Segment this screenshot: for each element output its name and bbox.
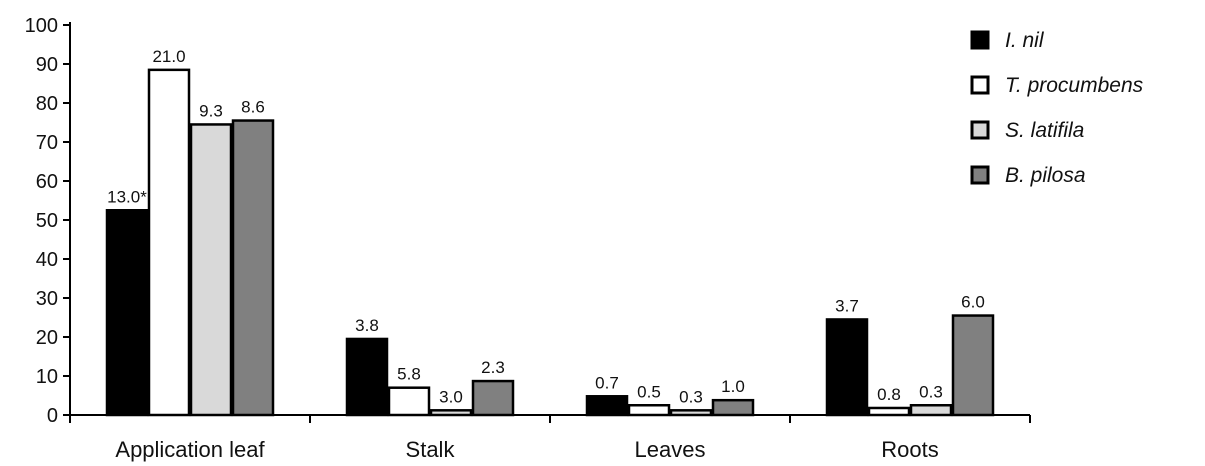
bar-data-label: 5.8	[397, 365, 421, 384]
bar	[825, 318, 869, 417]
bar-data-label: 13.0*	[107, 187, 147, 206]
legend-swatch	[970, 30, 990, 50]
legend-label: T. procumbens	[1005, 74, 1144, 97]
bar	[345, 337, 389, 417]
y-tick-label: 60	[36, 171, 58, 193]
legend-label: S. latifila	[1005, 119, 1084, 142]
bar-data-label: 0.7	[595, 373, 619, 392]
legend-swatch	[970, 165, 990, 185]
x-category-label: Application leaf	[115, 437, 265, 462]
bar-data-label: 0.3	[919, 382, 943, 401]
bar	[147, 68, 191, 417]
bar	[711, 398, 755, 417]
y-tick-label: 40	[36, 249, 58, 271]
y-tick-label: 30	[36, 288, 58, 310]
y-tick-label: 10	[36, 366, 58, 388]
bar	[669, 409, 713, 417]
y-tick-label: 80	[36, 93, 58, 115]
bar-data-label: 6.0	[961, 293, 985, 312]
y-tick-label: 0	[47, 405, 58, 427]
x-category-label: Stalk	[406, 437, 456, 462]
y-tick-label: 100	[25, 15, 58, 37]
bar-data-label: 3.8	[355, 316, 379, 335]
legend-label: B. pilosa	[1005, 164, 1086, 187]
bar	[867, 406, 911, 417]
bar	[429, 409, 473, 417]
chart-axes: 0 10 20 30 40 50 60 70 80 90 100 Application leaf St…	[25, 15, 1031, 462]
y-tick-label: 50	[36, 210, 58, 232]
bar-data-label: 3.0	[439, 387, 463, 406]
bar	[189, 123, 233, 417]
legend-label: I. nil	[1005, 29, 1045, 52]
bar-data-label: 0.5	[637, 382, 661, 401]
y-tick-label: 90	[36, 54, 58, 76]
bar-data-label: 2.3	[481, 358, 505, 377]
x-category-label: Roots	[881, 437, 938, 462]
bar-data-label: 21.0	[152, 47, 185, 66]
bar	[105, 209, 149, 417]
bar-data-label: 0.3	[679, 387, 703, 406]
chart-legend: I. nil T. procumbens S. latifila B. pilosa	[970, 29, 1144, 187]
bar	[909, 404, 953, 417]
bar-data-label: 9.3	[199, 101, 223, 120]
y-tick-label: 20	[36, 327, 58, 349]
x-category-label: Leaves	[635, 437, 706, 462]
legend-swatch	[970, 120, 990, 140]
bar	[471, 379, 515, 417]
bar-data-label: 3.7	[835, 296, 859, 315]
bar	[951, 314, 995, 417]
chart-bars	[105, 68, 995, 417]
bar	[585, 395, 629, 417]
bar-data-label: 1.0	[721, 377, 745, 396]
legend-swatch	[970, 75, 990, 95]
bar-data-label: 0.8	[877, 385, 901, 404]
y-tick-label: 70	[36, 132, 58, 154]
bar	[627, 404, 671, 417]
chart-data-labels: 13.0* 21.0 9.3 8.6 3.8 5.8 3.0 2.3 0.7 0.5 0.3 1.0 3…	[107, 47, 985, 406]
bar	[231, 119, 275, 417]
bar-data-label: 8.6	[241, 98, 265, 117]
bar	[387, 386, 431, 417]
